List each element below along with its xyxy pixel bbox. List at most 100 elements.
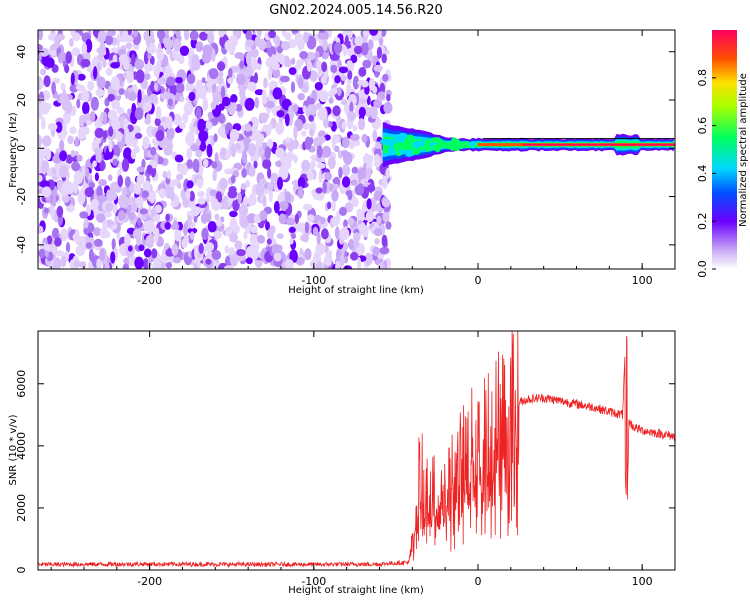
noise-cell [289,249,298,263]
noise-cell [131,53,136,67]
noise-cell [165,115,173,129]
noise-cell [96,76,106,89]
noise-cell [75,84,84,91]
noise-cell [369,106,378,120]
noise-cell [331,216,340,227]
noise-cell [354,45,363,55]
noise-cell [76,154,83,162]
noise-cell [198,243,204,254]
noise-cell [324,172,332,181]
noise-cell [351,166,359,175]
noise-cell [166,141,174,151]
noise-cell [48,49,58,57]
noise-cell [144,73,151,80]
noise-cell [290,233,296,240]
noise-cell [250,225,258,234]
noise-cell [71,161,81,172]
noise-cell [38,225,44,234]
signal-blob [452,141,460,146]
noise-cell [93,238,103,247]
noise-cell [117,210,126,221]
noise-cell [330,64,338,74]
noise-cell [38,53,42,61]
noise-cell [60,183,68,197]
noise-cell [195,107,202,120]
noise-cell [103,111,108,126]
signal-blob [468,141,476,146]
noise-cell [285,137,291,144]
noise-cell [94,172,99,182]
noise-cell [268,188,273,203]
noise-cell [39,242,47,249]
noise-cell [254,97,260,109]
noise-cell [65,154,73,164]
noise-cell [243,195,248,206]
noise-cell [197,118,206,132]
noise-cell [65,51,72,64]
noise-cell [164,186,174,199]
noise-cell [343,256,349,264]
noise-cell [327,121,333,128]
noise-cell [227,189,238,199]
noise-cell [297,176,306,190]
noise-cell [59,150,68,162]
noise-cell [230,174,236,184]
noise-cell [159,188,166,199]
noise-cell [218,70,224,78]
noise-cell [38,110,43,120]
noise-cell [83,113,92,121]
noise-cell [317,106,328,121]
spectrogram-xlabel: Height of straight line (km) [288,285,424,296]
noise-cell [150,146,157,156]
signal-blob [393,143,401,151]
noise-cell [228,67,233,79]
noise-cell [228,105,236,116]
colorbar-gradient [712,30,737,269]
noise-cell [44,250,49,258]
signal-blob [412,140,421,149]
noise-cell [116,131,123,142]
noise-cell [250,57,258,71]
noise-cell [229,232,238,243]
noise-cell [181,238,188,249]
spectrogram-xtick-label: -200 [137,274,162,287]
noise-cell [128,254,135,267]
noise-cell [334,75,341,84]
noise-cell [266,238,272,245]
noise-cell [191,206,201,217]
signal-blob [385,141,394,146]
noise-cell [236,249,247,257]
noise-cell [334,145,340,153]
noise-cell [317,32,328,40]
noise-cell [167,98,173,107]
snr-xtick-label: 0 [474,575,481,588]
noise-cell [111,238,116,251]
noise-cell [80,126,90,135]
noise-cell [215,219,223,227]
noise-cell [321,61,328,73]
noise-cell [207,221,217,233]
noise-cell [107,174,113,181]
noise-cell [220,86,226,100]
noise-cell [81,42,88,55]
noise-cell [96,185,103,199]
noise-cell [38,174,43,182]
noise-cell [206,143,213,158]
noise-cell [97,195,107,203]
noise-cell [74,136,79,147]
noise-cell [176,173,184,181]
noise-cell [324,134,331,141]
noise-cell [186,147,192,160]
noise-cell [235,143,241,150]
noise-cell [368,39,374,50]
noise-cell [316,162,326,169]
noise-cell [134,132,143,139]
noise-cell [58,165,69,178]
noise-cell [259,210,268,221]
noise-cell [299,51,308,60]
noise-cell [241,150,248,164]
noise-cell [250,48,259,58]
noise-cell [165,262,173,269]
